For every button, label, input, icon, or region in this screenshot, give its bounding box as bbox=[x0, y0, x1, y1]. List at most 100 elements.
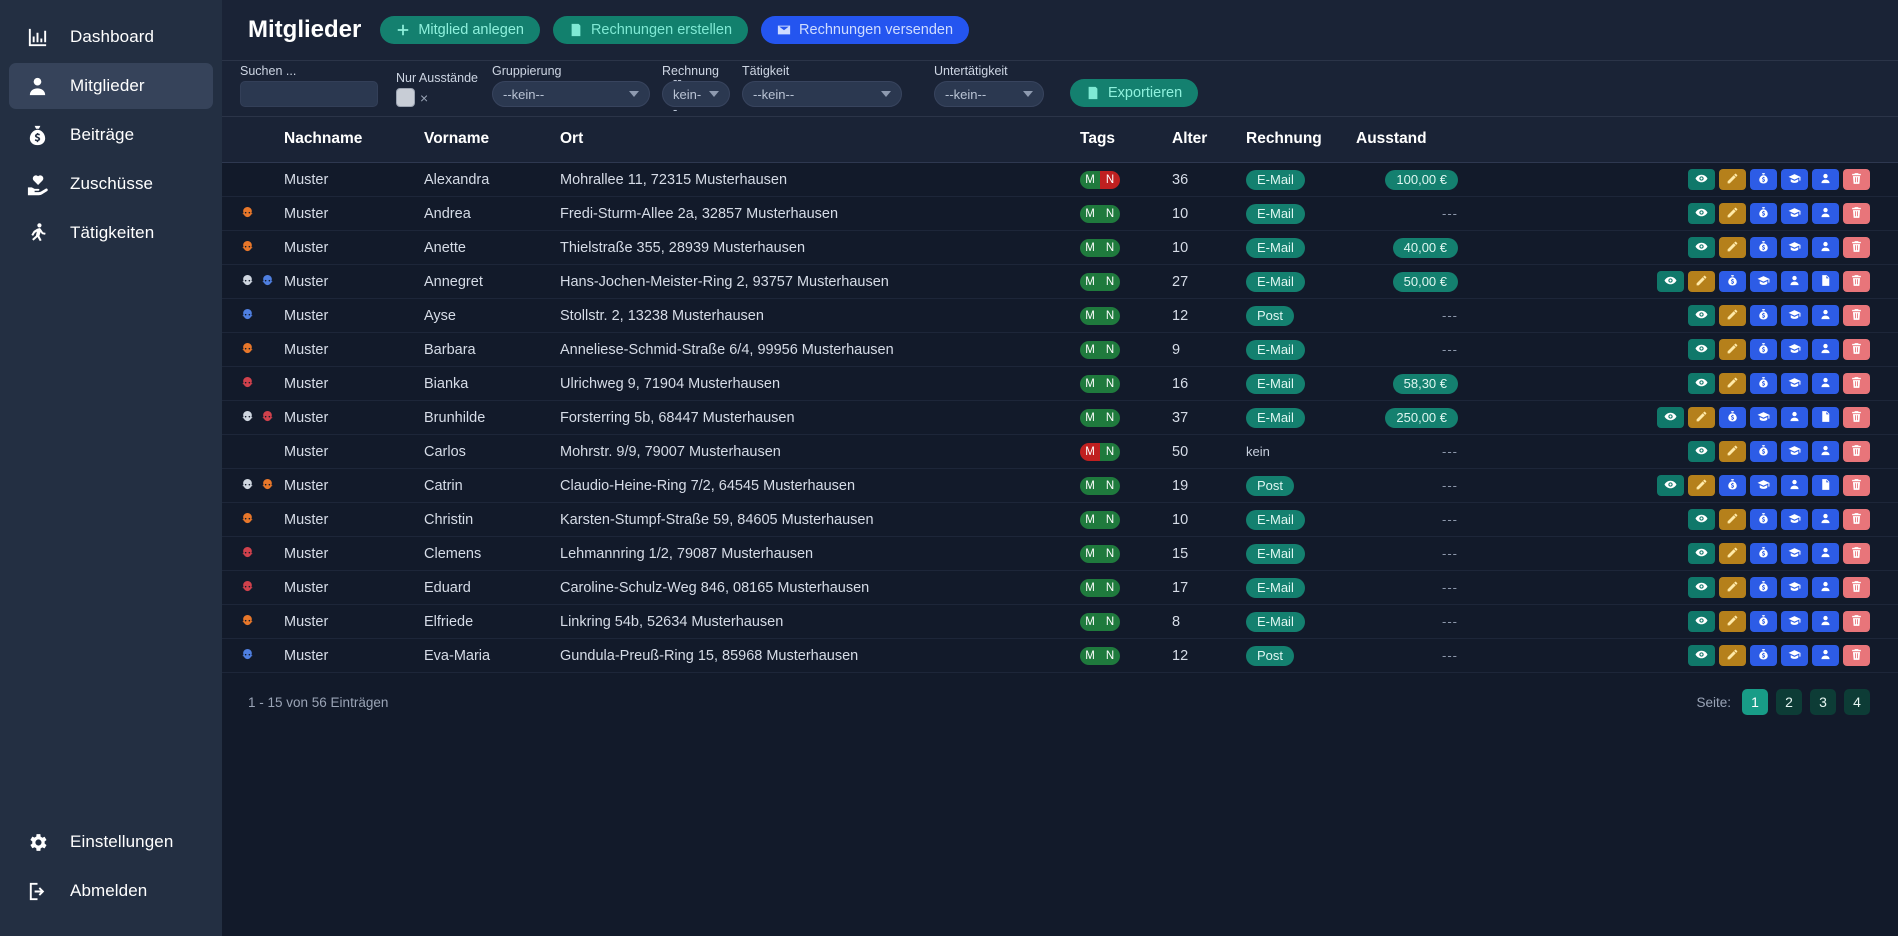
person-action-button[interactable] bbox=[1812, 611, 1839, 632]
edit-action-button[interactable] bbox=[1688, 407, 1715, 428]
activity-select[interactable]: --kein-- bbox=[742, 81, 902, 107]
document-action-button[interactable] bbox=[1812, 407, 1839, 428]
edit-action-button[interactable] bbox=[1719, 577, 1746, 598]
graduation-cap-action-button[interactable] bbox=[1750, 475, 1777, 496]
view-action-button[interactable] bbox=[1688, 543, 1715, 564]
edit-action-button[interactable] bbox=[1688, 475, 1715, 496]
money-bag-action-button[interactable] bbox=[1750, 203, 1777, 224]
sidebar-item-dashboard[interactable]: Dashboard bbox=[9, 14, 213, 60]
col-ort[interactable]: Ort bbox=[560, 117, 1080, 163]
delete-action-button[interactable] bbox=[1843, 577, 1870, 598]
sidebar-item-einstellungen[interactable]: Einstellungen bbox=[9, 819, 213, 865]
delete-action-button[interactable] bbox=[1843, 645, 1870, 666]
page-button-3[interactable]: 3 bbox=[1810, 689, 1836, 715]
money-bag-action-button[interactable] bbox=[1750, 509, 1777, 530]
delete-action-button[interactable] bbox=[1843, 441, 1870, 462]
graduation-cap-action-button[interactable] bbox=[1781, 577, 1808, 598]
subactivity-select[interactable]: --kein-- bbox=[934, 81, 1044, 107]
view-action-button[interactable] bbox=[1688, 339, 1715, 360]
table-row[interactable]: Muster Ayse Stollstr. 2, 13238 Musterhause… bbox=[222, 298, 1898, 333]
delete-action-button[interactable] bbox=[1843, 509, 1870, 530]
view-action-button[interactable] bbox=[1688, 203, 1715, 224]
money-bag-action-button[interactable] bbox=[1750, 543, 1777, 564]
table-row[interactable]: Muster Bianka Ulrichweg 9, 71904 Musterhau… bbox=[222, 366, 1898, 401]
table-row[interactable]: Muster Clemens Lehmannring 1/2, 79087 Must… bbox=[222, 536, 1898, 571]
person-action-button[interactable] bbox=[1812, 339, 1839, 360]
page-button-4[interactable]: 4 bbox=[1844, 689, 1870, 715]
view-action-button[interactable] bbox=[1688, 237, 1715, 258]
table-row[interactable]: Muster Elfriede Linkring 54b, 52634 Muster… bbox=[222, 604, 1898, 639]
grouping-select[interactable]: --kein-- bbox=[492, 81, 650, 107]
graduation-cap-action-button[interactable] bbox=[1781, 305, 1808, 326]
mitglied-anlegen-button[interactable]: Mitglied anlegen bbox=[380, 16, 540, 44]
graduation-cap-action-button[interactable] bbox=[1781, 543, 1808, 564]
table-row[interactable]: Muster Eduard Caroline-Schulz-Weg 846, 081… bbox=[222, 570, 1898, 605]
edit-action-button[interactable] bbox=[1688, 271, 1715, 292]
search-input[interactable] bbox=[240, 81, 378, 107]
edit-action-button[interactable] bbox=[1719, 339, 1746, 360]
money-bag-action-button[interactable] bbox=[1719, 271, 1746, 292]
edit-action-button[interactable] bbox=[1719, 203, 1746, 224]
col-tags[interactable]: Tags bbox=[1080, 117, 1172, 163]
edit-action-button[interactable] bbox=[1719, 645, 1746, 666]
money-bag-action-button[interactable] bbox=[1750, 237, 1777, 258]
sidebar-item-mitglieder[interactable]: Mitglieder bbox=[9, 63, 213, 109]
money-bag-action-button[interactable] bbox=[1750, 645, 1777, 666]
money-bag-action-button[interactable] bbox=[1750, 305, 1777, 326]
table-row[interactable]: Muster Andrea Fredi-Sturm-Allee 2a, 32857 … bbox=[222, 196, 1898, 231]
graduation-cap-action-button[interactable] bbox=[1781, 203, 1808, 224]
delete-action-button[interactable] bbox=[1843, 305, 1870, 326]
money-bag-action-button[interactable] bbox=[1750, 373, 1777, 394]
view-action-button[interactable] bbox=[1688, 509, 1715, 530]
person-action-button[interactable] bbox=[1812, 543, 1839, 564]
table-row[interactable]: Muster Annegret Hans-Jochen-Meister-Ring 2… bbox=[222, 264, 1898, 299]
person-action-button[interactable] bbox=[1781, 407, 1808, 428]
delete-action-button[interactable] bbox=[1843, 373, 1870, 394]
delete-action-button[interactable] bbox=[1843, 271, 1870, 292]
sidebar-item-t-tigkeiten[interactable]: Tätigkeiten bbox=[9, 210, 213, 256]
col-rechnung[interactable]: Rechnung bbox=[1246, 117, 1356, 163]
delete-action-button[interactable] bbox=[1843, 339, 1870, 360]
graduation-cap-action-button[interactable] bbox=[1750, 407, 1777, 428]
delete-action-button[interactable] bbox=[1843, 407, 1870, 428]
graduation-cap-action-button[interactable] bbox=[1781, 169, 1808, 190]
edit-action-button[interactable] bbox=[1719, 373, 1746, 394]
graduation-cap-action-button[interactable] bbox=[1781, 373, 1808, 394]
view-action-button[interactable] bbox=[1688, 169, 1715, 190]
table-row[interactable]: Muster Barbara Anneliese-Schmid-Straße 6/4… bbox=[222, 332, 1898, 367]
table-row[interactable]: Muster Alexandra Mohrallee 11, 72315 Muste… bbox=[222, 162, 1898, 197]
col-alter[interactable]: Alter bbox=[1172, 117, 1246, 163]
edit-action-button[interactable] bbox=[1719, 611, 1746, 632]
view-action-button[interactable] bbox=[1657, 271, 1684, 292]
page-button-1[interactable]: 1 bbox=[1742, 689, 1768, 715]
view-action-button[interactable] bbox=[1688, 441, 1715, 462]
table-row[interactable]: Muster Christin Karsten-Stumpf-Straße 59, … bbox=[222, 502, 1898, 537]
edit-action-button[interactable] bbox=[1719, 441, 1746, 462]
view-action-button[interactable] bbox=[1688, 373, 1715, 394]
table-row[interactable]: Muster Carlos Mohrstr. 9/9, 79007 Musterha… bbox=[222, 434, 1898, 469]
view-action-button[interactable] bbox=[1688, 611, 1715, 632]
money-bag-action-button[interactable] bbox=[1750, 169, 1777, 190]
person-action-button[interactable] bbox=[1812, 509, 1839, 530]
graduation-cap-action-button[interactable] bbox=[1781, 509, 1808, 530]
edit-action-button[interactable] bbox=[1719, 305, 1746, 326]
view-action-button[interactable] bbox=[1688, 645, 1715, 666]
sidebar-item-beitr-ge[interactable]: Beiträge bbox=[9, 112, 213, 158]
person-action-button[interactable] bbox=[1812, 169, 1839, 190]
view-action-button[interactable] bbox=[1688, 577, 1715, 598]
money-bag-action-button[interactable] bbox=[1750, 339, 1777, 360]
only-outstanding-checkbox[interactable] bbox=[396, 88, 415, 107]
view-action-button[interactable] bbox=[1657, 407, 1684, 428]
edit-action-button[interactable] bbox=[1719, 169, 1746, 190]
edit-action-button[interactable] bbox=[1719, 237, 1746, 258]
only-outstanding-clear-icon[interactable]: × bbox=[420, 89, 429, 106]
export-button[interactable]: Exportieren bbox=[1070, 79, 1199, 107]
delete-action-button[interactable] bbox=[1843, 169, 1870, 190]
view-action-button[interactable] bbox=[1688, 305, 1715, 326]
rechnungen-erstellen-button[interactable]: Rechnungen erstellen bbox=[552, 16, 749, 44]
edit-action-button[interactable] bbox=[1719, 543, 1746, 564]
page-button-2[interactable]: 2 bbox=[1776, 689, 1802, 715]
rechnungen-versenden-button[interactable]: Rechnungen versenden bbox=[761, 16, 970, 44]
person-action-button[interactable] bbox=[1812, 441, 1839, 462]
graduation-cap-action-button[interactable] bbox=[1781, 645, 1808, 666]
